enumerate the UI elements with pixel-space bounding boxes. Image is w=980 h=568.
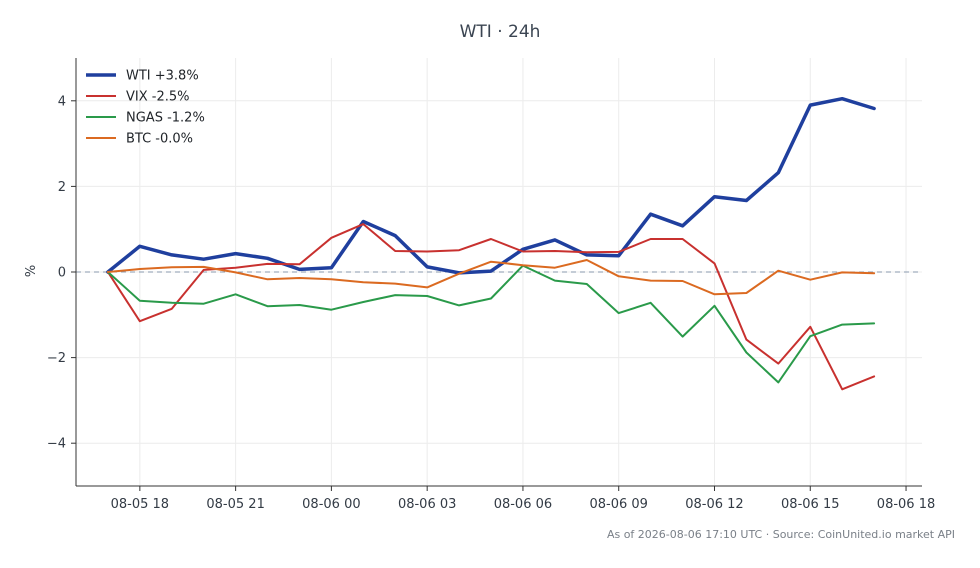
y-axis-label: % xyxy=(24,265,39,277)
chart-title: WTI · 24h xyxy=(460,22,541,42)
source-note: As of 2026-08-06 17:10 UTC · Source: Coi… xyxy=(607,528,955,541)
series-line xyxy=(106,259,876,296)
legend-label: BTC -0.0% xyxy=(126,132,193,147)
x-tick-label: 08-05 21 xyxy=(206,497,264,512)
x-tick-label: 08-06 06 xyxy=(494,497,552,512)
legend-label: NGAS -1.2% xyxy=(126,111,205,126)
y-tick-label: 0 xyxy=(58,266,66,281)
legend: WTI +3.8% VIX -2.5% NGAS -1.2% BTC -0.0% xyxy=(86,69,205,147)
legend-label: VIX -2.5% xyxy=(126,90,189,105)
x-tick-label: 08-06 03 xyxy=(398,497,456,512)
y-tick-label: −4 xyxy=(47,437,66,452)
axes: −4 −2 0 2 4 08-05 18 08-05 21 08-06 00 08-06 03 0… xyxy=(47,58,935,512)
series-line xyxy=(106,264,876,384)
x-tick-label: 08-06 15 xyxy=(781,497,839,512)
y-tick-label: −2 xyxy=(47,351,66,366)
y-tick-label: 4 xyxy=(58,94,66,109)
x-tick-label: 08-06 18 xyxy=(877,497,935,512)
x-tick-label: 08-06 09 xyxy=(589,497,647,512)
series-line xyxy=(106,223,876,391)
series-line xyxy=(106,96,876,275)
x-tick-label: 08-06 00 xyxy=(302,497,360,512)
legend-label: WTI +3.8% xyxy=(126,69,199,84)
y-tick-label: 2 xyxy=(58,180,66,195)
x-tick-label: 08-06 12 xyxy=(685,497,743,512)
series-lines xyxy=(106,96,876,391)
x-tick-label: 08-05 18 xyxy=(111,497,169,512)
